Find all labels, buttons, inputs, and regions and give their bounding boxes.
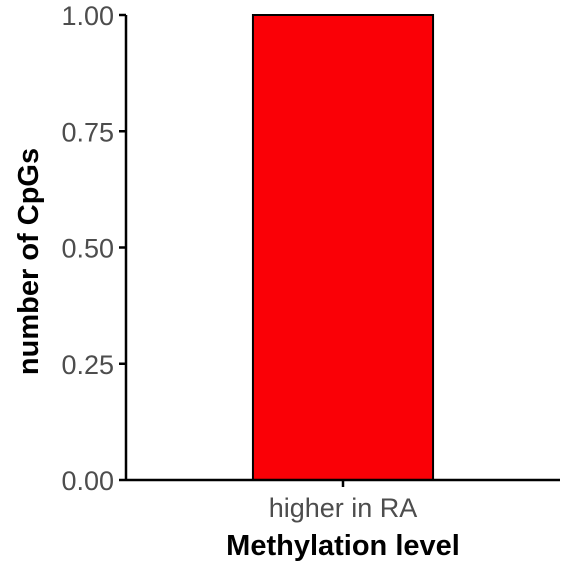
bars-layer — [251, 14, 435, 481]
y-tick-label: 0.25 — [61, 350, 114, 380]
x-tick-label: higher in RA — [269, 493, 418, 523]
y-tick-label: 0.00 — [61, 466, 114, 496]
y-tick-label: 0.75 — [61, 117, 114, 147]
y-axis-title: number of CpGs — [13, 148, 45, 375]
x-axis-title: Methylation level — [226, 530, 460, 562]
y-tick-label: 0.50 — [61, 234, 114, 264]
y-tick-label: 1.00 — [61, 1, 114, 31]
y-axis-ticks: 0.00 0.25 0.50 0.75 1.00 — [61, 1, 126, 496]
x-axis-ticks: higher in RA — [269, 480, 418, 523]
bar-higher-in-ra — [251, 14, 435, 481]
